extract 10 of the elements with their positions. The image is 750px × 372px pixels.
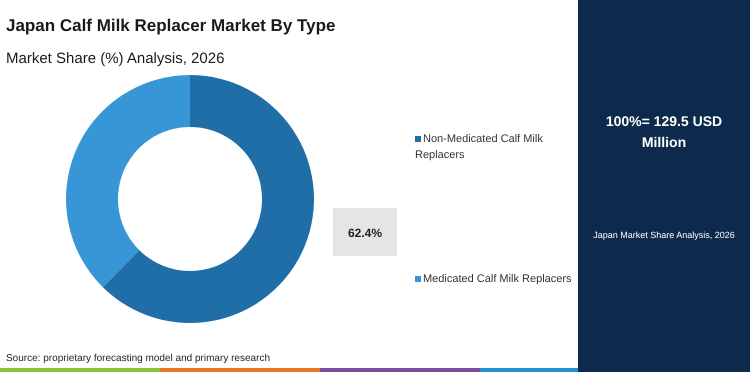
- chart-title: Japan Calf Milk Replacer Market By Type: [6, 16, 336, 35]
- source-note: Source: proprietary forecasting model and primary research: [6, 353, 270, 364]
- legend-label: Non-Medicated Calf Milk Replacers: [415, 133, 544, 161]
- text: Japan Market Share Analysis, 2026: [593, 230, 735, 240]
- data-label: 62.4%: [348, 226, 382, 240]
- legend-label: Medicated Calf Milk Replacers: [423, 273, 572, 285]
- text: 100%= 129.5 USD Million: [606, 113, 722, 150]
- donut-slice: [102, 75, 314, 323]
- donut-slice: [66, 75, 190, 288]
- chart-subtitle: Market Share (%) Analysis, 2026: [6, 50, 224, 67]
